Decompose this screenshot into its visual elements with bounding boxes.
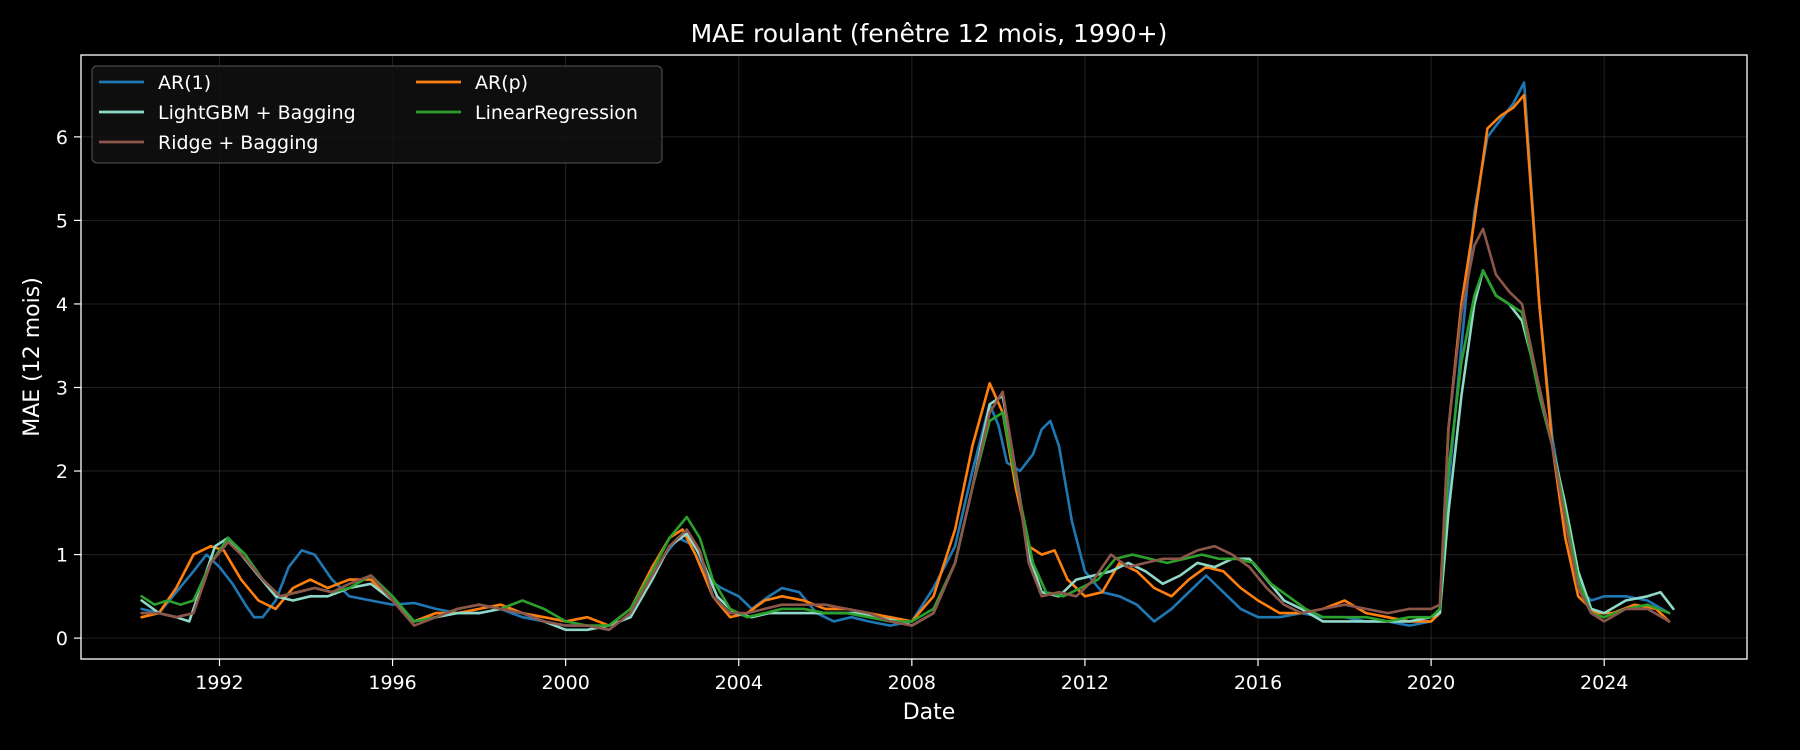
y-axis-ticks: 0 1 2 3 4 5 6 — [56, 127, 81, 650]
x-tick-label: 2016 — [1234, 672, 1282, 694]
legend-label: AR(p) — [475, 72, 528, 94]
x-tick-label: 1992 — [195, 672, 243, 694]
y-tick-label: 2 — [56, 461, 68, 483]
legend-box — [91, 65, 663, 164]
y-tick-label: 6 — [56, 127, 68, 149]
x-tick-label: 2004 — [715, 672, 763, 694]
plot-frame — [80, 54, 1748, 660]
legend-label: LinearRegression — [475, 102, 638, 124]
legend-label: LightGBM + Bagging — [158, 102, 356, 124]
legend-label: AR(1) — [158, 72, 211, 94]
y-tick-label: 0 — [56, 628, 68, 650]
y-axis-title: MAE (12 mois) — [20, 277, 45, 437]
x-tick-label: 2008 — [888, 672, 936, 694]
x-axis-ticks: 1992 1996 2000 2004 2008 2012 2016 2020 2024 — [195, 659, 1628, 694]
legend-label: Ridge + Bagging — [158, 132, 318, 154]
x-tick-label: 2024 — [1580, 672, 1628, 694]
series-lines — [140, 81, 1675, 632]
y-tick-label: 1 — [56, 545, 68, 567]
chart-title: MAE roulant (fenêtre 12 mois, 1990+) — [691, 19, 1168, 48]
x-axis-title: Date — [903, 700, 956, 725]
x-tick-label: 1996 — [368, 672, 416, 694]
y-tick-label: 4 — [56, 294, 68, 316]
series-line-ridge-bagging — [140, 227, 1671, 632]
y-tick-label: 3 — [56, 377, 68, 399]
y-tick-label: 5 — [56, 210, 68, 232]
x-tick-label: 2012 — [1061, 672, 1109, 694]
x-tick-label: 2020 — [1407, 672, 1455, 694]
x-tick-label: 2000 — [541, 672, 589, 694]
legend: AR(1) LightGBM + Bagging Ridge + Bagging AR… — [91, 65, 663, 164]
